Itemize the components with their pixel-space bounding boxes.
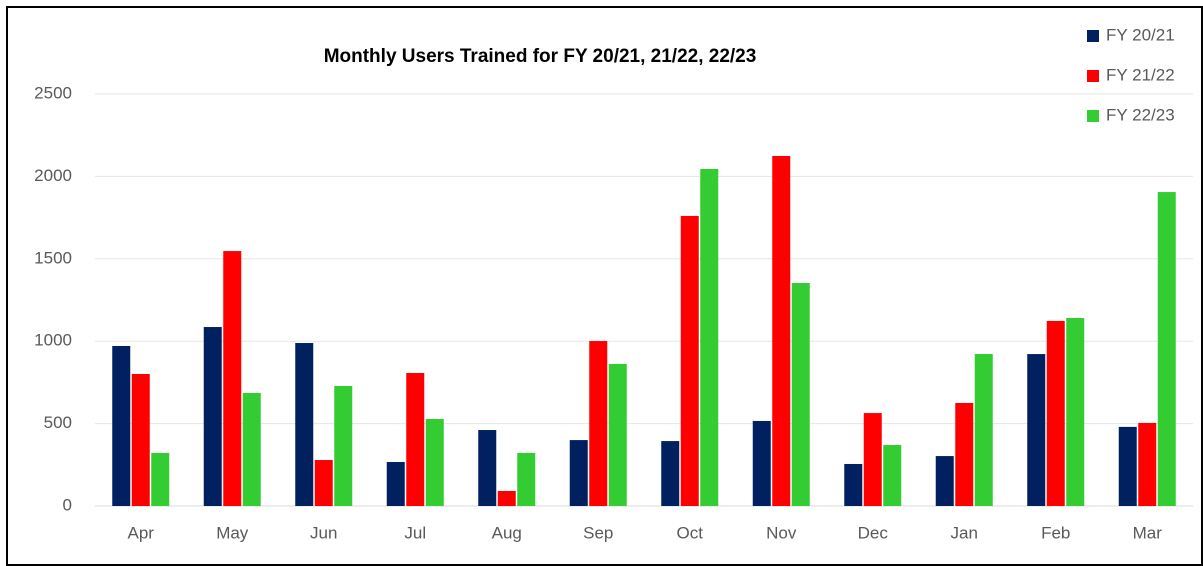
- bar: [478, 430, 497, 506]
- bar: [935, 456, 954, 506]
- legend-swatch: [1087, 110, 1099, 122]
- bar: [608, 363, 627, 506]
- bar: [406, 373, 425, 506]
- bar: [314, 460, 333, 506]
- bar: [386, 461, 405, 506]
- bar: [497, 491, 516, 506]
- x-tick-label: Jan: [951, 523, 978, 542]
- bar: [1046, 320, 1065, 506]
- bar: [569, 440, 588, 506]
- x-tick-label: Aug: [492, 523, 522, 542]
- x-tick-label: Apr: [128, 523, 155, 542]
- bar: [772, 155, 791, 507]
- bar: [791, 283, 810, 506]
- x-tick-label: Sep: [583, 523, 613, 542]
- x-tick-label: Oct: [677, 523, 704, 542]
- y-tick-label: 2500: [34, 83, 72, 102]
- bar: [955, 403, 974, 506]
- x-tick-label: Nov: [766, 523, 797, 542]
- x-tick-label: Mar: [1133, 523, 1163, 542]
- bar: [517, 452, 536, 506]
- bar: [151, 452, 170, 506]
- bar: [680, 215, 699, 506]
- bar: [112, 345, 131, 506]
- bar: [1066, 317, 1085, 506]
- y-tick-label: 2000: [34, 166, 72, 185]
- x-tick-label: May: [216, 523, 249, 542]
- bar: [1157, 192, 1176, 506]
- bar: [334, 386, 353, 506]
- bar: [1118, 426, 1137, 506]
- bar: [844, 463, 863, 506]
- y-tick-label: 500: [44, 413, 72, 432]
- bar: [425, 418, 444, 506]
- bar: [974, 354, 993, 506]
- x-tick-label: Feb: [1041, 523, 1070, 542]
- bar: [752, 420, 771, 506]
- bar: [1027, 354, 1046, 506]
- bar: [589, 341, 608, 506]
- bar: [203, 327, 222, 506]
- bar: [863, 413, 882, 506]
- chart-title: Monthly Users Trained for FY 20/21, 21/2…: [324, 46, 757, 67]
- x-tick-label: Jun: [310, 523, 337, 542]
- bar: [1138, 422, 1157, 506]
- legend-label: FY 21/22: [1106, 65, 1175, 84]
- y-tick-label: 1000: [34, 331, 72, 350]
- bar: [661, 441, 680, 506]
- x-tick-label: Dec: [858, 523, 889, 542]
- legend-swatch: [1087, 70, 1099, 82]
- bar: [223, 251, 242, 506]
- bar: [242, 392, 261, 506]
- bar: [700, 168, 719, 506]
- legend-swatch: [1087, 30, 1099, 42]
- legend-label: FY 22/23: [1106, 105, 1175, 124]
- x-tick-label: Jul: [404, 523, 426, 542]
- y-tick-label: 0: [63, 495, 72, 514]
- bar: [295, 343, 314, 506]
- y-tick-label: 1500: [34, 248, 72, 267]
- legend-label: FY 20/21: [1106, 25, 1175, 44]
- bar: [883, 445, 902, 506]
- bar: [131, 373, 150, 506]
